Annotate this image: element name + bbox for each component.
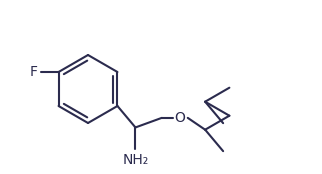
- Text: NH₂: NH₂: [122, 153, 148, 167]
- Text: O: O: [174, 111, 185, 125]
- Text: F: F: [30, 65, 38, 79]
